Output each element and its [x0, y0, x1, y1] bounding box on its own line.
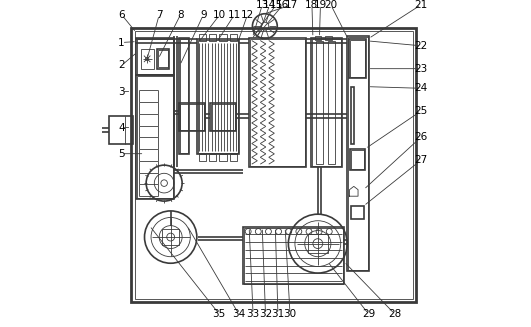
Bar: [210, 103, 236, 131]
Text: 1: 1: [118, 38, 125, 47]
Text: 35: 35: [212, 309, 226, 319]
Text: 2: 2: [118, 60, 125, 70]
Bar: [308, 234, 328, 253]
Bar: [348, 37, 367, 270]
Bar: [209, 154, 217, 161]
Text: 27: 27: [414, 155, 427, 165]
Text: 23: 23: [414, 64, 427, 74]
Text: 24: 24: [414, 83, 427, 93]
Text: 25: 25: [414, 106, 427, 116]
Text: 15: 15: [269, 0, 282, 10]
Bar: [328, 41, 335, 164]
Text: 18: 18: [305, 0, 319, 10]
Bar: [325, 36, 331, 40]
Text: 11: 11: [228, 10, 241, 20]
Text: 29: 29: [362, 309, 375, 319]
Text: 9: 9: [200, 10, 207, 20]
Bar: [351, 206, 364, 219]
Bar: [108, 116, 133, 144]
Bar: [180, 104, 204, 130]
Bar: [349, 39, 366, 78]
Text: 12: 12: [241, 10, 254, 20]
Bar: [138, 39, 173, 74]
Bar: [138, 76, 173, 198]
Text: 14: 14: [263, 0, 276, 10]
Text: 31: 31: [271, 309, 285, 319]
Text: 17: 17: [285, 0, 298, 10]
Text: 13: 13: [255, 0, 269, 10]
Text: 7: 7: [156, 10, 162, 20]
Text: 33: 33: [246, 309, 260, 319]
Text: 22: 22: [414, 41, 427, 51]
Bar: [219, 154, 227, 161]
Text: 10: 10: [213, 10, 226, 20]
Bar: [197, 39, 239, 154]
Text: 3: 3: [118, 87, 125, 96]
Bar: [158, 50, 168, 67]
Bar: [314, 36, 321, 40]
Bar: [180, 39, 187, 153]
Text: 19: 19: [314, 0, 327, 10]
Bar: [136, 75, 174, 199]
Bar: [316, 41, 323, 164]
Bar: [198, 40, 238, 153]
Text: 16: 16: [276, 0, 289, 10]
Bar: [249, 38, 306, 167]
Bar: [141, 49, 153, 69]
Bar: [311, 38, 342, 167]
Bar: [179, 38, 189, 154]
Text: 34: 34: [232, 309, 245, 319]
Bar: [229, 34, 237, 41]
Text: 28: 28: [388, 309, 401, 319]
Bar: [312, 39, 341, 166]
Bar: [132, 28, 416, 302]
Text: 32: 32: [259, 309, 272, 319]
Text: 21: 21: [414, 0, 427, 10]
Bar: [350, 150, 364, 169]
Bar: [349, 149, 365, 170]
Text: 26: 26: [414, 132, 427, 142]
Bar: [135, 31, 413, 299]
Text: 8: 8: [177, 10, 184, 20]
Bar: [199, 154, 207, 161]
Bar: [219, 34, 227, 41]
Bar: [229, 154, 237, 161]
Bar: [243, 227, 344, 284]
Bar: [244, 228, 343, 284]
Bar: [250, 39, 305, 166]
Bar: [157, 49, 169, 69]
Bar: [162, 229, 179, 245]
Text: 4: 4: [118, 123, 125, 132]
Bar: [211, 104, 235, 130]
Text: 5: 5: [118, 149, 125, 159]
Text: 6: 6: [118, 10, 125, 20]
Bar: [350, 87, 355, 144]
Bar: [179, 103, 205, 131]
Text: 30: 30: [284, 309, 297, 319]
Bar: [199, 34, 207, 41]
Bar: [350, 40, 365, 77]
Bar: [209, 34, 217, 41]
Bar: [136, 38, 174, 75]
Bar: [347, 36, 369, 271]
Text: 20: 20: [324, 0, 338, 10]
